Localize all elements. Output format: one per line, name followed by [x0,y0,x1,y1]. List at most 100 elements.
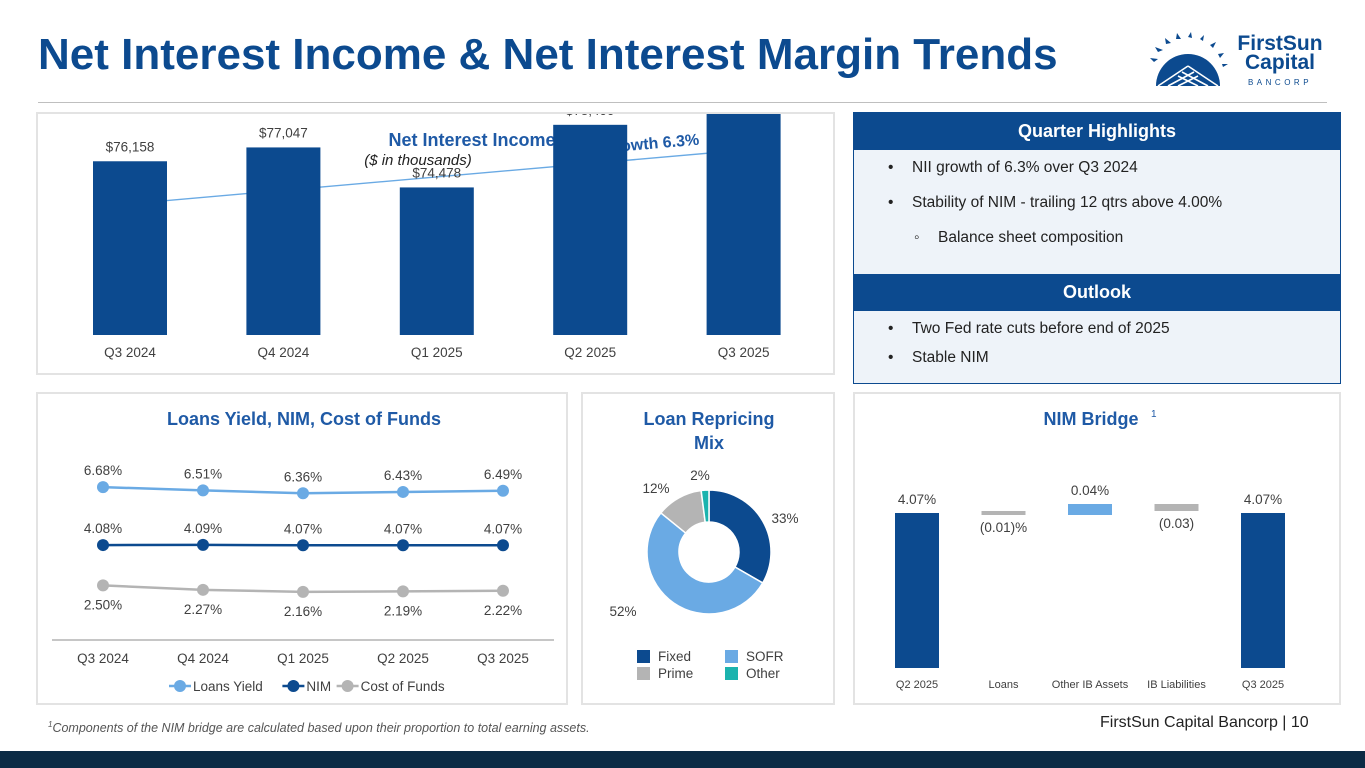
highlight-item: • Stability of NIM - trailing 12 qtrs abo… [888,194,1223,211]
line-point [297,585,309,598]
line-point [197,484,209,497]
line-point [97,539,109,552]
donut-slice-label: 33% [771,511,798,526]
donut-slice-label: 2% [690,468,710,483]
rates-category-label: Q1 2025 [277,651,329,666]
donut-slice-sofr [646,511,764,615]
rates-category-label: Q2 2025 [377,651,429,666]
repricing-chart-panel: Loan Repricing Mix 33% 52% 12% 2% Fixed SOFR P… [581,392,835,705]
outlook-item: • Two Fed rate cuts before end of 2025 [888,320,1170,337]
line-value-label: 2.27% [184,602,222,617]
line-point [297,487,309,500]
line-point [297,539,309,552]
outlook-item: • Stable NIM [888,349,989,366]
nii-bar-chart: Net Interest Income ($ in thousands) YoY… [92,114,781,360]
bridge-value-label: 4.07% [898,492,936,507]
line-point [197,538,209,551]
line-value-label: 2.50% [84,597,122,612]
repricing-title-line1: Loan Repricing [643,409,774,429]
rates-line-chart: Loans Yield, NIM, Cost of Funds 6.68% 6.5… [52,409,554,694]
bridge-category-label: Q2 2025 [896,679,938,691]
rates-category-label: Q3 2024 [77,651,129,666]
logo-line2: Capital [1245,51,1315,74]
nii-value-label: $77,047 [259,125,308,140]
line-point [97,481,109,494]
nii-bar [706,114,781,335]
line-value-label: 6.68% [84,463,122,478]
line-point [497,484,509,497]
nii-bar [553,124,628,335]
line-value-label: 2.22% [484,603,522,618]
firstsun-logo: FirstSun Capital BANCORP [1150,28,1340,92]
bridge-value-label: 0.04% [1071,483,1109,498]
bridge-category-label: Loans [989,679,1019,691]
donut-legend-label: Prime [658,666,693,681]
nim-bridge-title: NIM Bridge [1043,409,1138,429]
nii-category-label: Q2 2025 [564,345,616,360]
nii-category-label: Q3 2024 [104,345,156,360]
line-value-label: 4.07% [484,521,522,536]
nii-category-label: Q1 2025 [411,345,463,360]
legend-marker [287,680,300,692]
donut-legend-swatch [637,667,650,680]
line-value-label: 4.08% [84,521,122,536]
donut-legend-label: Other [746,666,780,681]
line-point [397,485,409,498]
line-value-label: 4.07% [384,521,422,536]
logo-graphic: FirstSun Capital BANCORP [1150,32,1323,87]
bottom-band [0,751,1365,768]
line-value-label: 4.07% [284,521,322,536]
bridge-category-label: Other IB Assets [1052,679,1129,691]
nii-chart-subtitle: ($ in thousands) [364,152,472,169]
nii-bar [399,187,474,335]
line-value-label: 4.09% [184,521,222,536]
bridge-value-label: 4.07% [1244,492,1282,507]
donut-slice-label: 12% [642,481,669,496]
donut-slice-other [700,489,710,524]
logo-line3: BANCORP [1248,78,1312,87]
line-value-label: 2.16% [284,604,322,619]
line-value-label: 2.19% [384,603,422,618]
legend-label: Cost of Funds [361,679,445,694]
page-title: Net Interest Income & Net Interest Margi… [38,30,1058,79]
nii-chart-title: Net Interest Income [388,130,555,150]
rates-chart-title: Loans Yield, NIM, Cost of Funds [167,409,441,429]
nii-chart-panel: Net Interest Income ($ in thousands) YoY… [36,112,835,375]
donut-legend-swatch [725,667,738,680]
line-value-label: 6.36% [284,469,322,484]
line-point [497,584,509,597]
donut-slice-label: 52% [609,604,636,619]
line-point [97,579,109,592]
nii-value-label: $78,499 [566,114,615,118]
bridge-value-label: (0.03) [1159,516,1194,531]
line-value-label: 6.49% [484,467,522,482]
line-value-label: 6.43% [384,468,422,483]
nii-category-label: Q3 2025 [718,345,770,360]
rates-category-label: Q3 2025 [477,651,529,666]
highlight-item: • NII growth of 6.3% over Q3 2024 [888,159,1138,176]
legend-marker [341,680,354,692]
footnote: 1Components of the NIM bridge are calcul… [48,720,590,736]
bridge-bar [895,513,939,668]
line-point [497,539,509,552]
yoy-growth-arrow-line [92,148,757,208]
rates-category-label: Q4 2024 [177,651,229,666]
legend-label: NIM [306,679,331,694]
nim-bridge-panel: NIM Bridge 1 4.07% Q2 2025 (0.01)% Loans 0.0… [853,392,1341,705]
repricing-donut-chart: Loan Repricing Mix 33% 52% 12% 2% Fixed SOFR P… [609,409,798,681]
donut-slice-fixed [708,489,772,585]
donut-legend-label: Fixed [658,649,691,664]
bridge-value-label: (0.01)% [980,520,1027,535]
logo-line1: FirstSun [1237,32,1322,55]
bridge-bar [981,511,1026,515]
bridge-bar [1068,504,1112,515]
bridge-bar [1241,513,1285,668]
nii-bar [246,147,321,335]
nii-value-label: $76,158 [106,139,155,154]
donut-legend-swatch [637,650,650,663]
legend-marker [174,680,186,692]
bridge-bar [1154,504,1199,511]
legend-label: Loans Yield [193,679,263,694]
rates-chart-panel: Loans Yield, NIM, Cost of Funds 6.68% 6.5… [36,392,568,705]
repricing-title-line2: Mix [694,433,724,453]
